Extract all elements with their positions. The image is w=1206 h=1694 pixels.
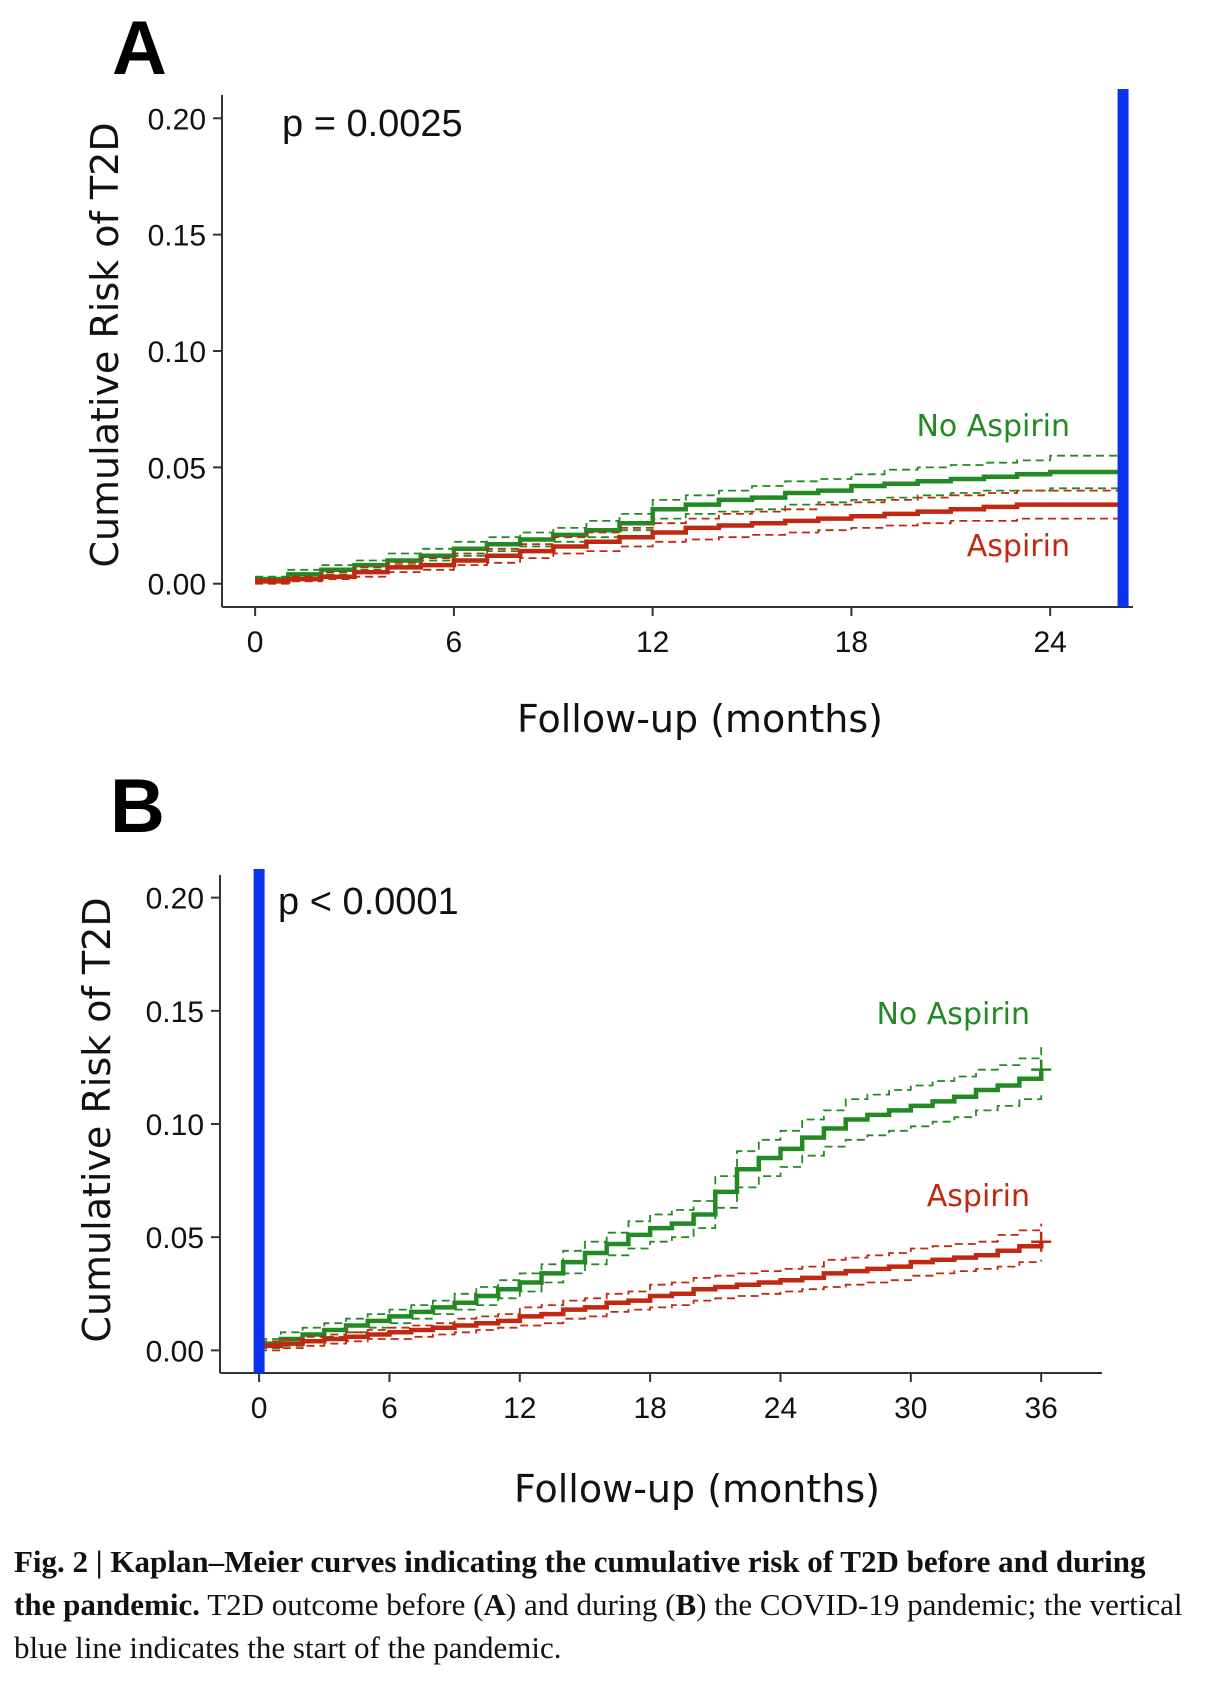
panel-b-y-tick-label: 0.20 <box>146 883 204 916</box>
panel-b-x-tick-label: 6 <box>381 1392 398 1425</box>
caption-fig-label: Fig. 2 | Kaplan–Meier curves indicating … <box>14 1544 1146 1622</box>
panel-a-x-tick-label: 6 <box>446 626 463 659</box>
caption-body: T2D outcome before ( <box>200 1587 484 1622</box>
panel-a-p-value: p = 0.0025 <box>282 103 463 145</box>
panel-b-aspirin-ci-lower <box>259 1259 1043 1352</box>
figure-caption: Fig. 2 | Kaplan–Meier curves indicating … <box>14 1540 1194 1669</box>
panel-a: A 0.00 0.05 0.10 0.15 0.20 0 6 12 18 24 p = 0.002… <box>83 6 1133 741</box>
panel-a-x-tick-label: 24 <box>1033 626 1066 659</box>
panel-b-y-tick-label: 0.10 <box>146 1109 204 1142</box>
caption-body-2: ) and during ( <box>505 1587 676 1622</box>
panel-b-no-aspirin-ci-lower <box>259 1092 1043 1349</box>
panel-b-no-aspirin-label: No Aspirin <box>876 997 1030 1032</box>
caption-body-3: ) the COVID-19 pandemic; the vertical bl… <box>14 1587 1183 1665</box>
panel-a-no-aspirin-label: No Aspirin <box>916 409 1070 444</box>
panel-a-y-axis-title: Cumulative Risk of T2D <box>83 122 127 567</box>
panel-b-aspirin-ci-upper <box>259 1223 1043 1343</box>
panel-a-plot: 0.00 0.05 0.10 0.15 0.20 0 6 12 18 24 <box>148 89 1133 659</box>
panel-a-y-tick-label: 0.05 <box>148 452 206 485</box>
caption-bold-a: A <box>483 1587 506 1622</box>
panel-b-aspirin-censor-mark <box>1031 1231 1052 1252</box>
panel-a-no-aspirin-curve <box>255 469 1124 582</box>
panel-a-x-axis-title: Follow-up (months) <box>517 697 883 741</box>
panel-b-y-tick-label: 0.00 <box>146 1335 204 1368</box>
panel-b-x-tick-label: 24 <box>764 1392 797 1425</box>
panel-b-no-aspirin-curve <box>259 1069 1044 1346</box>
panel-b-x-tick-label: 36 <box>1024 1392 1057 1425</box>
panel-a-x-tick-label: 12 <box>636 626 669 659</box>
panel-b-x-tick-label: 30 <box>894 1392 927 1425</box>
panel-a-y-tick-label: 0.10 <box>148 336 206 369</box>
panel-b-x-tick-label: 12 <box>503 1392 536 1425</box>
panel-b-aspirin-curve <box>259 1241 1044 1349</box>
panel-b-no-aspirin-ci-upper <box>259 1047 1043 1340</box>
panel-a-x-tick-label: 18 <box>835 626 868 659</box>
panel-b-y-axis-title: Cumulative Risk of T2D <box>75 897 119 1342</box>
panel-a-no-aspirin-ci-upper <box>255 454 1124 578</box>
panel-a-aspirin-label: Aspirin <box>967 529 1070 564</box>
panel-b-x-tick-label: 18 <box>633 1392 666 1425</box>
panel-b-x-tick-label: 0 <box>251 1392 268 1425</box>
panel-a-letter: A <box>112 6 167 91</box>
panel-b-y-tick-label: 0.15 <box>146 996 204 1029</box>
panel-a-aspirin-curve <box>255 502 1124 584</box>
panel-a-x-tick-label: 0 <box>247 626 264 659</box>
panel-b-x-axis-title: Follow-up (months) <box>514 1467 880 1511</box>
panel-b-letter: B <box>110 764 165 849</box>
panel-b-no-aspirin-censor-mark <box>1031 1059 1052 1080</box>
panel-a-y-tick-label: 0.00 <box>148 569 206 602</box>
panel-b: B 0.00 0.05 0.10 0.15 0.20 0 6 12 18 24 30 36 p < 0… <box>75 764 1102 1511</box>
panel-b-p-value: p < 0.0001 <box>278 881 459 923</box>
panel-a-y-tick-label: 0.15 <box>148 220 206 253</box>
caption-bold-b: B <box>675 1587 697 1622</box>
panel-b-y-tick-label: 0.05 <box>146 1222 204 1255</box>
panel-b-plot: 0.00 0.05 0.10 0.15 0.20 0 6 12 18 24 30 36 <box>146 869 1102 1425</box>
panel-a-aspirin-ci-upper <box>255 489 1124 580</box>
panel-a-y-tick-label: 0.20 <box>148 103 206 136</box>
panel-b-aspirin-label: Aspirin <box>927 1179 1030 1214</box>
